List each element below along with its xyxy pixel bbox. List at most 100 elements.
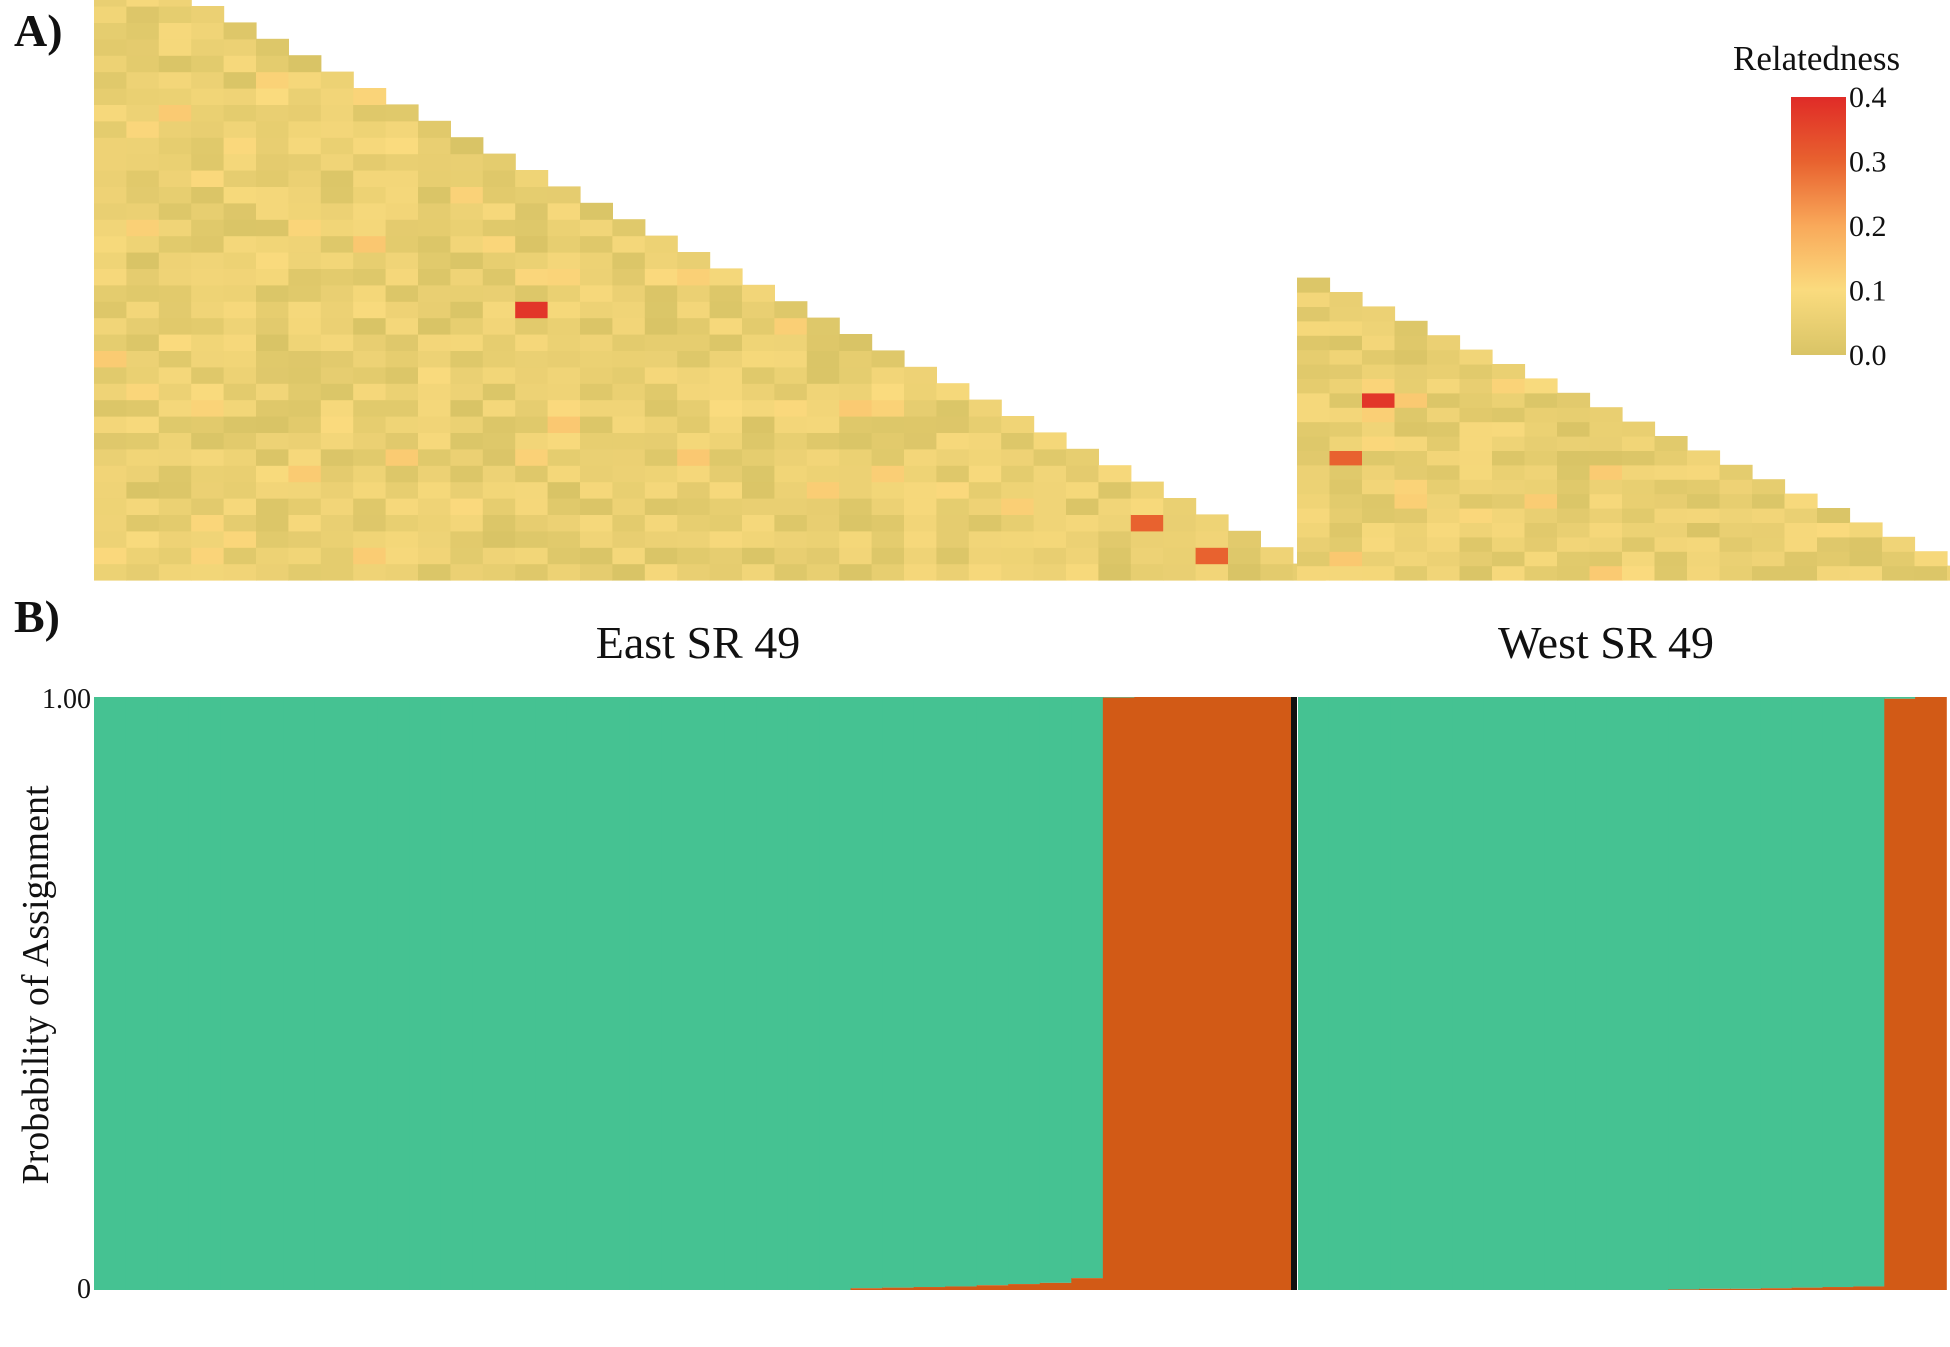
heatmap-cell (1362, 320, 1396, 336)
heatmap-cell (418, 170, 451, 187)
heatmap-cell (94, 465, 127, 483)
heatmap-cell (320, 104, 354, 122)
heatmap-cell (1589, 522, 1623, 538)
heatmap-cell (126, 416, 160, 433)
heatmap-cell (126, 55, 160, 73)
heatmap-cell (158, 448, 192, 466)
structure-bar-cluster-1 (1483, 697, 1515, 1290)
heatmap-cell (126, 530, 160, 548)
heatmap-cell (94, 186, 127, 204)
heatmap-cell (1784, 508, 1818, 523)
heatmap-cell (547, 547, 581, 565)
heatmap-cell (904, 514, 937, 532)
heatmap-cell (612, 432, 646, 450)
structure-bar-cluster-1 (409, 697, 442, 1290)
heatmap-cell (158, 71, 192, 89)
heatmap-cell (1687, 522, 1721, 538)
heatmap-cell (580, 514, 613, 532)
heatmap-cell (1394, 551, 1428, 567)
heatmap-cell (709, 481, 743, 499)
heatmap-cell (256, 547, 289, 565)
heatmap-cell (1130, 514, 1164, 532)
structure-bar-cluster-2 (1791, 1287, 1824, 1290)
heatmap-cell (320, 219, 354, 237)
heatmap-cell (191, 284, 225, 302)
heatmap-cell (968, 465, 1002, 483)
heatmap-cell (191, 465, 225, 483)
heatmap-cell (223, 153, 257, 171)
heatmap-cell (450, 334, 484, 351)
heatmap-cell (1329, 464, 1363, 480)
heatmap-cell (353, 317, 387, 335)
heatmap-cell (1622, 565, 1656, 581)
heatmap-cell (709, 416, 743, 433)
heatmap-cell (1394, 407, 1428, 423)
heatmap-cell (644, 366, 678, 384)
heatmap-cell (94, 71, 127, 89)
heatmap-cell (126, 448, 160, 466)
heatmap-cell (482, 448, 516, 466)
heatmap-cell (126, 350, 160, 368)
heatmap-cell (580, 268, 613, 286)
heatmap-cell (353, 137, 387, 155)
heatmap-cell (223, 38, 257, 56)
heatmap-cell (320, 137, 354, 155)
heatmap-cell (1459, 536, 1493, 552)
heatmap-cell (968, 530, 1002, 548)
heatmap-cell (1297, 349, 1331, 365)
heatmap-cell (191, 252, 225, 269)
heatmap-cell (256, 38, 289, 56)
heatmap-cell (1098, 465, 1132, 483)
heatmap-cell (1459, 349, 1493, 365)
heatmap-cell (774, 399, 808, 417)
heatmap-cell (1427, 479, 1461, 495)
heatmap-cell (547, 399, 581, 417)
heatmap-cell (1362, 536, 1396, 552)
heatmap-cell (1297, 508, 1331, 523)
heatmap-cell (709, 465, 743, 483)
heatmap-cell (1589, 450, 1623, 466)
heatmap-cell (385, 498, 419, 515)
heatmap-cell (94, 498, 127, 515)
heatmap-cell (482, 399, 516, 417)
heatmap-cell (1622, 464, 1656, 480)
heatmap-cell (547, 284, 581, 302)
heatmap-cell (158, 301, 192, 319)
heatmap-cell (158, 186, 192, 204)
heatmap-cell (644, 350, 678, 368)
heatmap-cell (774, 547, 808, 565)
heatmap-cell (547, 514, 581, 532)
structure-bar-cluster-1 (1421, 697, 1454, 1290)
heatmap-cell (418, 219, 451, 237)
heatmap-cell (158, 55, 192, 73)
heatmap-cell (158, 22, 192, 40)
heatmap-cell (256, 268, 289, 286)
heatmap-cell (1394, 464, 1428, 480)
heatmap-cell (385, 432, 419, 450)
heatmap-cell (580, 219, 613, 237)
heatmap-cell (223, 268, 257, 286)
heatmap-cell (968, 563, 1002, 581)
heatmap-cell (191, 416, 225, 433)
heatmap-cell (936, 465, 970, 483)
heatmap-cell (126, 120, 160, 138)
heatmap-cell (580, 530, 613, 548)
heatmap-cell (320, 170, 354, 187)
heatmap-cell (385, 170, 419, 187)
structure-bar-cluster-2 (1071, 1278, 1104, 1290)
heatmap-cell (223, 530, 257, 548)
heatmap-cell (839, 563, 873, 581)
heatmap-cell (482, 416, 516, 433)
heatmap-cell (94, 88, 127, 105)
heatmap-cell (94, 399, 127, 417)
heatmap-cell (839, 547, 873, 565)
structure-bar-cluster-1 (1390, 697, 1423, 1290)
heatmap-cell (1654, 450, 1688, 466)
heatmap-cell (1557, 565, 1591, 581)
heatmap-cell (644, 268, 678, 286)
heatmap-cell (1427, 464, 1461, 480)
heatmap-cell (94, 235, 127, 253)
heatmap-cell (1459, 364, 1493, 379)
heatmap-cell (1033, 432, 1067, 450)
structure-bar-cluster-2 (1134, 697, 1167, 1290)
